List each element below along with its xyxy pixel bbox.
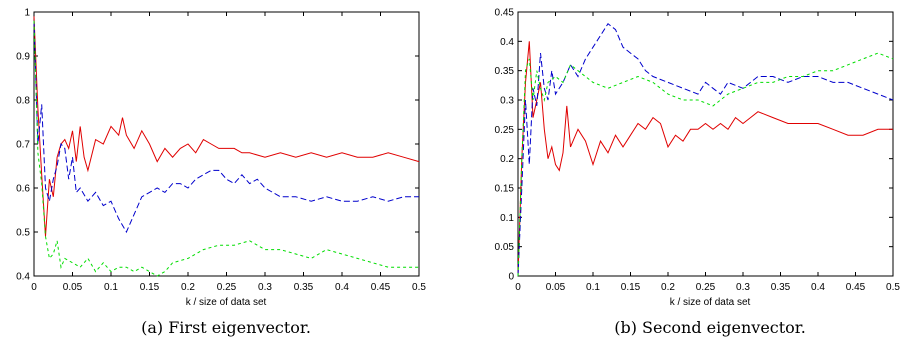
y-tick-label: 0.2: [500, 154, 514, 165]
y-tick-label: 0.7: [16, 140, 30, 151]
caption-first-eigenvector: (a) First eigenvector.: [141, 318, 311, 337]
x-tick-label: 0.35: [771, 282, 791, 293]
x-tick-label: 0.4: [811, 282, 825, 293]
x-axis-label-first: k / size of data set: [186, 297, 267, 308]
panel-first-eigenvector: (a) First eigenvector. k / size of data …: [16, 8, 426, 338]
x-axis-label-second: k / size of data set: [670, 297, 751, 308]
x-tick-label: 0.45: [371, 282, 391, 293]
y-tick-label: 0.15: [495, 184, 515, 195]
y-tick-label: 0.25: [495, 125, 515, 136]
panel-second-eigenvector: (b) Second eigenvector. k / size of data…: [495, 8, 901, 338]
x-tick-label: 0.45: [846, 282, 866, 293]
x-tick-label: 0.25: [217, 282, 237, 293]
x-tick-label: 0.5: [412, 282, 426, 293]
y-tick-label: 0.4: [16, 272, 30, 283]
x-tick-label: 0.2: [181, 282, 195, 293]
x-tick-label: 0: [515, 282, 521, 293]
x-tick-label: 0.1: [104, 282, 118, 293]
x-tick-label: 0.05: [63, 282, 83, 293]
y-tick-label: 0.9: [16, 52, 30, 63]
plot-frame: [517, 11, 894, 277]
y-tick-label: 0.5: [16, 228, 30, 239]
plot-frame: [33, 11, 420, 277]
y-tick-label: 0.4: [500, 37, 514, 48]
x-tick-label: 0.05: [546, 282, 566, 293]
y-tick-label: 0.1: [500, 213, 514, 224]
x-tick-label: 0.3: [736, 282, 750, 293]
caption-second-eigenvector: (b) Second eigenvector.: [614, 318, 806, 337]
series-line-blue: [517, 22, 894, 277]
x-tick-label: 0.25: [696, 282, 716, 293]
x-tick-label: 0: [31, 282, 37, 293]
x-tick-label: 0.4: [335, 282, 349, 293]
x-tick-label: 0.1: [586, 282, 600, 293]
x-tick-label: 0.15: [621, 282, 641, 293]
y-tick-label: 0.05: [495, 242, 515, 253]
y-tick-label: 1: [24, 8, 30, 19]
x-tick-label: 0.5: [886, 282, 900, 293]
series-line-blue: [33, 20, 419, 234]
x-tick-label: 0.2: [661, 282, 675, 293]
y-tick-label: 0.45: [495, 8, 515, 19]
series-line-red: [517, 41, 893, 277]
x-tick-label: 0.35: [294, 282, 314, 293]
x-tick-label: 0.15: [140, 282, 160, 293]
y-tick-label: 0: [508, 272, 514, 283]
y-tick-label: 0.8: [16, 96, 30, 107]
y-tick-label: 0.3: [500, 96, 514, 107]
y-tick-label: 0.6: [16, 184, 30, 195]
series-line-red: [33, 16, 420, 237]
y-tick-label: 0.35: [495, 66, 515, 77]
x-tick-label: 0.3: [258, 282, 272, 293]
series-line-green: [33, 20, 419, 277]
series-line-green: [517, 52, 894, 277]
